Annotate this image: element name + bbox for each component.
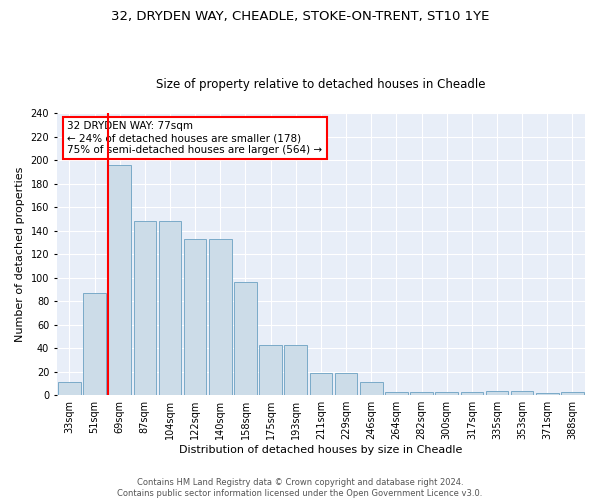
Bar — [335, 373, 358, 395]
Bar — [360, 382, 383, 395]
Bar — [485, 390, 508, 395]
Text: 32, DRYDEN WAY, CHEADLE, STOKE-ON-TRENT, ST10 1YE: 32, DRYDEN WAY, CHEADLE, STOKE-ON-TRENT,… — [111, 10, 489, 23]
Bar — [184, 239, 206, 395]
Bar — [561, 392, 584, 395]
Y-axis label: Number of detached properties: Number of detached properties — [15, 166, 25, 342]
Bar — [83, 293, 106, 395]
Bar — [436, 392, 458, 395]
Bar — [385, 392, 407, 395]
Text: 32 DRYDEN WAY: 77sqm
← 24% of detached houses are smaller (178)
75% of semi-deta: 32 DRYDEN WAY: 77sqm ← 24% of detached h… — [67, 122, 323, 154]
Bar — [209, 239, 232, 395]
Bar — [259, 344, 282, 395]
Bar — [461, 392, 483, 395]
Bar — [310, 373, 332, 395]
Title: Size of property relative to detached houses in Cheadle: Size of property relative to detached ho… — [156, 78, 485, 91]
X-axis label: Distribution of detached houses by size in Cheadle: Distribution of detached houses by size … — [179, 445, 463, 455]
Bar — [58, 382, 81, 395]
Bar — [511, 390, 533, 395]
Bar — [158, 221, 181, 395]
Bar — [234, 282, 257, 395]
Text: Contains HM Land Registry data © Crown copyright and database right 2024.
Contai: Contains HM Land Registry data © Crown c… — [118, 478, 482, 498]
Bar — [536, 393, 559, 395]
Bar — [109, 164, 131, 395]
Bar — [410, 392, 433, 395]
Bar — [134, 221, 156, 395]
Bar — [284, 344, 307, 395]
